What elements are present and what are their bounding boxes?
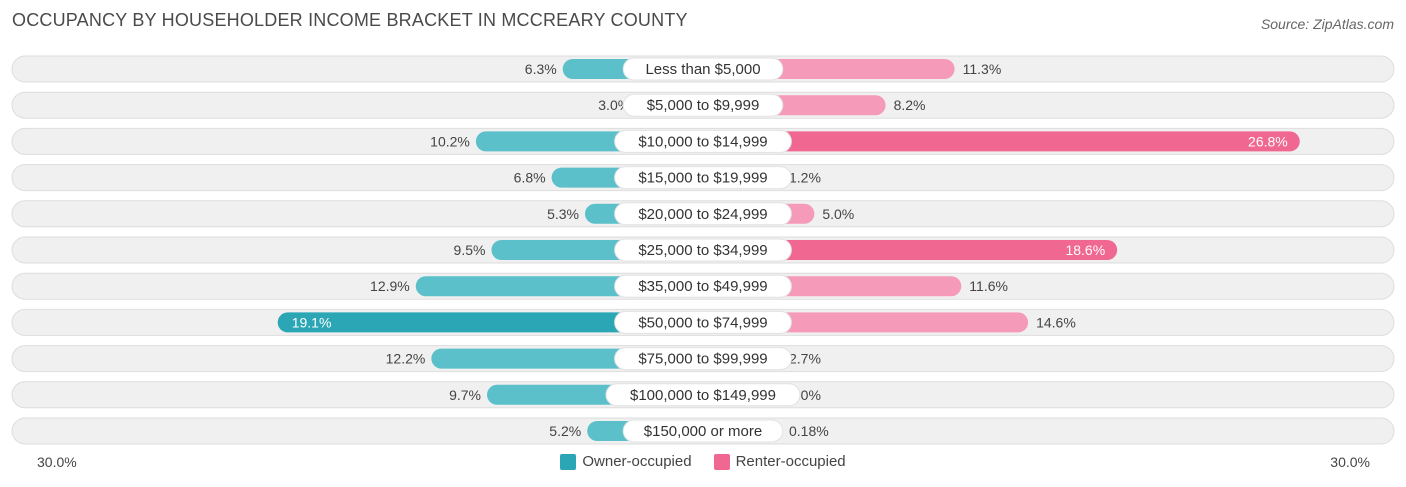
renter-value-label: 0.18% xyxy=(789,423,829,439)
legend-label-renter: Renter-occupied xyxy=(735,453,846,470)
category-label: Less than $5,000 xyxy=(645,61,760,78)
category-pill xyxy=(614,129,792,153)
renter-value-label: 2.7% xyxy=(789,351,821,367)
renter-value-label: 5.0% xyxy=(822,206,854,222)
renter-bar xyxy=(703,240,1118,260)
renter-value-label: 14.6% xyxy=(1036,314,1076,330)
category-label: $10,000 to $14,999 xyxy=(638,133,767,150)
axis-left-label: 30.0% xyxy=(37,454,77,470)
category-label: $50,000 to $74,999 xyxy=(638,314,767,331)
category-label: $25,000 to $34,999 xyxy=(638,242,767,259)
renter-value-label: 11.6% xyxy=(969,278,1008,294)
owner-value-label: 3.0% xyxy=(598,97,630,113)
owner-value-label: 9.5% xyxy=(454,242,486,258)
legend-item-owner: Owner-occupied xyxy=(560,453,692,470)
category-pill xyxy=(614,202,792,226)
renter-value-label: 26.8% xyxy=(1248,133,1288,149)
owner-value-label: 6.3% xyxy=(525,61,557,77)
owner-value-label: 12.2% xyxy=(386,351,426,367)
category-pill xyxy=(605,383,801,407)
category-label: $20,000 to $24,999 xyxy=(638,206,767,223)
category-label: $15,000 to $19,999 xyxy=(638,170,767,187)
owner-value-label: 19.1% xyxy=(292,314,332,330)
renter-value-label: 1.2% xyxy=(789,170,821,186)
category-label: $35,000 to $49,999 xyxy=(638,278,767,295)
category-pill xyxy=(614,166,792,190)
category-pill xyxy=(622,419,784,443)
renter-value-label: 8.2% xyxy=(894,97,926,113)
category-label: $75,000 to $99,999 xyxy=(638,351,767,368)
owner-value-label: 10.2% xyxy=(430,133,470,149)
category-pill xyxy=(614,238,792,262)
owner-value-label: 6.8% xyxy=(514,170,546,186)
source-credit: Source: ZipAtlas.com xyxy=(1260,16,1394,32)
category-pill xyxy=(614,310,792,334)
owner-bar xyxy=(277,312,703,333)
category-label: $150,000 or more xyxy=(644,423,762,440)
renter-value-label: 11.3% xyxy=(963,61,1002,77)
legend-label-owner: Owner-occupied xyxy=(582,453,692,470)
legend-swatch-owner xyxy=(560,453,577,470)
owner-value-label: 5.3% xyxy=(547,206,579,222)
legend-swatch-renter xyxy=(713,453,730,470)
category-pill xyxy=(614,347,792,371)
category-label: $5,000 to $9,999 xyxy=(647,97,760,114)
owner-value-label: 9.7% xyxy=(449,387,481,403)
renter-bar xyxy=(703,131,1300,152)
legend: Owner-occupied Renter-occupied xyxy=(0,453,1406,470)
category-pill xyxy=(622,93,784,117)
chart-title: OCCUPANCY BY HOUSEHOLDER INCOME BRACKET … xyxy=(12,10,688,30)
renter-value-label: 18.6% xyxy=(1065,242,1105,258)
owner-value-label: 12.9% xyxy=(370,278,410,294)
category-pill xyxy=(622,57,784,81)
axis-right-label: 30.0% xyxy=(1330,454,1370,470)
category-pill xyxy=(614,274,792,298)
legend-item-renter: Renter-occupied xyxy=(713,453,846,470)
owner-value-label: 5.2% xyxy=(549,423,581,439)
category-label: $100,000 to $149,999 xyxy=(630,387,776,404)
